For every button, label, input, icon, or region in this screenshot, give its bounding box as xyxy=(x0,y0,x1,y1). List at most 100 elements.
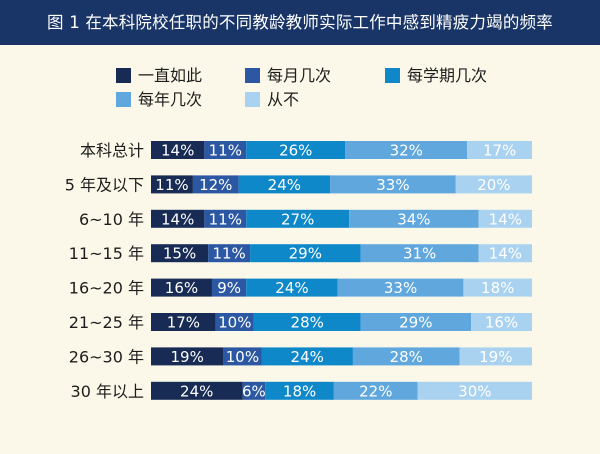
bar-segment xyxy=(151,209,205,228)
data-label: 16% xyxy=(485,314,518,332)
bar-segment xyxy=(242,381,266,400)
data-label: 22% xyxy=(359,382,392,400)
data-label: 24% xyxy=(180,382,213,400)
category-label: 5 年及以下 xyxy=(65,175,144,194)
bar-segment xyxy=(253,313,361,331)
bar-segment xyxy=(471,313,532,331)
bar-segment xyxy=(352,347,460,366)
chart-title: 图 1 在本科院校任职的不同教龄教师实际工作中感到精疲力竭的频率 xyxy=(47,13,553,32)
data-label: 18% xyxy=(283,382,316,400)
title-bar xyxy=(0,0,600,45)
data-label: 26% xyxy=(279,142,312,160)
data-label: 14% xyxy=(161,142,194,160)
category-label: 16~20 年 xyxy=(69,279,144,298)
bar-segment xyxy=(246,278,338,297)
bar-segment xyxy=(151,313,216,331)
data-label: 11% xyxy=(212,245,245,263)
legend-swatch-4 xyxy=(245,92,260,107)
data-label: 20% xyxy=(477,176,510,194)
bar-segment xyxy=(204,141,247,159)
data-label: 28% xyxy=(291,314,324,332)
bar-segment xyxy=(151,278,212,297)
data-label: 31% xyxy=(403,245,436,263)
bar-segment xyxy=(463,278,532,297)
bar-segment xyxy=(151,244,209,263)
bar-segment xyxy=(215,313,254,331)
bar-segment xyxy=(238,175,331,194)
data-label: 10% xyxy=(218,314,251,332)
legend-label-0: 一直如此 xyxy=(138,66,202,85)
bar-segment xyxy=(151,141,205,159)
data-label: 29% xyxy=(289,245,322,263)
data-label: 24% xyxy=(268,176,301,194)
data-label: 12% xyxy=(199,176,232,194)
bar-segment xyxy=(478,209,532,228)
category-label: 6~10 年 xyxy=(79,210,144,229)
bar-segment xyxy=(246,141,346,159)
bar-segment xyxy=(250,244,361,263)
data-label: 24% xyxy=(275,279,308,297)
category-label: 21~25 年 xyxy=(69,313,144,332)
data-label: 14% xyxy=(489,245,522,263)
data-label: 15% xyxy=(163,245,196,263)
data-label: 14% xyxy=(489,210,522,228)
data-label: 9% xyxy=(217,279,241,297)
data-label: 19% xyxy=(479,348,512,366)
data-label: 32% xyxy=(390,142,423,160)
bar-segment xyxy=(455,175,532,194)
legend-swatch-1 xyxy=(245,68,260,83)
data-label: 24% xyxy=(291,348,324,366)
bar-segment xyxy=(265,381,334,400)
bar-segment xyxy=(261,347,353,366)
legend-swatch-2 xyxy=(385,68,400,83)
bar-segment xyxy=(208,244,251,263)
bar-segment xyxy=(211,278,247,297)
data-label: 30% xyxy=(458,382,491,400)
data-label: 17% xyxy=(167,314,200,332)
data-label: 11% xyxy=(209,210,242,228)
bar-segment xyxy=(478,244,532,263)
data-label: 14% xyxy=(161,210,194,228)
data-label: 28% xyxy=(390,348,423,366)
bar-segment xyxy=(417,381,532,400)
data-label: 17% xyxy=(483,142,516,160)
data-label: 11% xyxy=(155,176,188,194)
bar-segment xyxy=(345,141,468,159)
bar-segment xyxy=(151,347,224,366)
legend-label-3: 每年几次 xyxy=(138,90,202,109)
bar-segment xyxy=(349,209,479,228)
data-label: 6% xyxy=(242,382,266,400)
bar-segment xyxy=(204,209,247,228)
category-label: 26~30 年 xyxy=(69,347,144,366)
bar-segment xyxy=(151,175,193,194)
legend-swatch-0 xyxy=(116,68,131,83)
data-label: 11% xyxy=(209,142,242,160)
bar-segment xyxy=(223,347,262,366)
bar-segment xyxy=(360,313,472,331)
bar-segment xyxy=(459,347,532,366)
data-label: 19% xyxy=(171,348,204,366)
bar-segment xyxy=(333,381,418,400)
bar-segment xyxy=(360,244,479,263)
data-label: 34% xyxy=(397,210,430,228)
data-label: 27% xyxy=(281,210,314,228)
data-label: 18% xyxy=(481,279,514,297)
data-label: 33% xyxy=(384,279,417,297)
legend-swatch-3 xyxy=(116,92,131,107)
legend-label-1: 每月几次 xyxy=(267,66,331,85)
bar-segment xyxy=(330,175,456,194)
legend-label-2: 每学期几次 xyxy=(407,66,487,85)
data-label: 16% xyxy=(165,279,198,297)
data-label: 33% xyxy=(376,176,409,194)
category-label: 本科总计 xyxy=(80,141,144,160)
bar-segment xyxy=(192,175,239,194)
data-label: 10% xyxy=(226,348,259,366)
legend-label-4: 从不 xyxy=(267,90,299,109)
data-label: 29% xyxy=(399,314,432,332)
bar-segment xyxy=(151,381,243,400)
bar-segment xyxy=(467,141,532,159)
bar-segment xyxy=(337,278,464,297)
category-label: 11~15 年 xyxy=(69,244,144,263)
